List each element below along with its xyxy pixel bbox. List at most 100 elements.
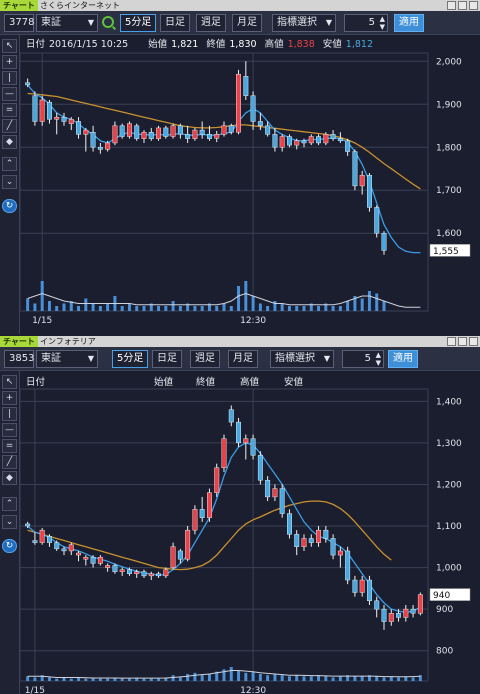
horizontal-line-icon[interactable]: —	[2, 423, 17, 437]
search-icon[interactable]	[102, 16, 114, 28]
volume-bar	[266, 306, 270, 311]
volume-bar	[353, 676, 357, 681]
tab-5min[interactable]: 5分足	[112, 350, 149, 368]
vertical-line-icon[interactable]: |	[2, 71, 17, 85]
volume-bar	[251, 671, 255, 681]
maximize-icon[interactable]	[458, 337, 467, 346]
zoom-in-icon[interactable]: ⌃	[2, 157, 17, 171]
zoom-out-icon[interactable]: ⌄	[2, 175, 17, 189]
info-open-value: 1,821	[171, 39, 198, 50]
candle-body	[381, 608, 387, 622]
close-icon[interactable]	[469, 1, 478, 10]
candle-body	[119, 569, 125, 572]
volume-bar	[215, 306, 219, 311]
info-high-value: 1,838	[288, 39, 315, 50]
cursor-icon[interactable]: ↖	[2, 375, 17, 389]
candle-body	[25, 82, 31, 86]
window-name: インフォテリア	[40, 337, 96, 346]
candle-body	[330, 134, 336, 139]
maximize-icon[interactable]	[458, 1, 467, 10]
cursor-icon[interactable]: ↖	[2, 39, 17, 53]
window-tag: チャート	[0, 336, 38, 347]
count-value: 5	[364, 353, 371, 364]
indicator-select[interactable]: 指標選択 ▼	[270, 350, 334, 368]
tab-monthly[interactable]: 月足	[232, 14, 262, 32]
last-price-box	[429, 244, 471, 257]
volume-bar	[178, 677, 182, 681]
volume-bar	[200, 675, 204, 681]
apply-button[interactable]: 適用	[394, 14, 424, 32]
candle-body	[294, 140, 300, 146]
volume-bar	[237, 670, 241, 681]
crosshair-icon[interactable]: +	[2, 391, 17, 405]
trend-line-icon[interactable]: ╱	[2, 119, 17, 133]
apply-button[interactable]: 適用	[388, 350, 418, 368]
minimize-icon[interactable]	[447, 1, 456, 10]
volume-bar	[33, 677, 37, 681]
volume-bar	[346, 301, 350, 311]
candle-body	[374, 600, 380, 610]
candle-body	[76, 552, 81, 556]
horizontal-line-icon[interactable]: =	[2, 439, 17, 453]
tab-monthly[interactable]: 月足	[228, 350, 258, 368]
candle-body	[177, 550, 183, 560]
candle-body	[148, 132, 154, 139]
volume-bar	[338, 676, 342, 681]
stock-code-input[interactable]: 3778	[4, 14, 34, 32]
refresh-icon[interactable]: ↻	[2, 199, 17, 213]
candle-body	[214, 467, 220, 493]
horizontal-line-icon[interactable]: =	[2, 103, 17, 117]
chevron-down-icon: ▼	[87, 18, 94, 27]
zoom-out-icon[interactable]: ⌄	[2, 515, 17, 529]
volume-bar	[69, 678, 73, 681]
volume-bar	[207, 303, 211, 311]
last-price-label: 1,555	[433, 247, 459, 257]
count-stepper[interactable]: 5 ▲ ▼	[344, 14, 388, 32]
volume-bar	[171, 301, 175, 311]
market-select[interactable]: 東証 ▼	[36, 350, 98, 368]
eraser-icon[interactable]: ◆	[2, 135, 17, 149]
candle-body	[381, 233, 387, 251]
info-date-label: 日付	[26, 377, 46, 388]
market-select[interactable]: 東証 ▼	[36, 14, 98, 32]
volume-bar	[120, 678, 124, 681]
candle-body	[352, 579, 358, 593]
close-icon[interactable]	[469, 337, 478, 346]
tab-weekly[interactable]: 週足	[190, 350, 220, 368]
chevron-down-icon: ▼	[325, 18, 332, 27]
candle-body	[25, 523, 31, 527]
volume-bar	[375, 293, 379, 311]
volume-bar	[186, 674, 190, 681]
trend-line-icon[interactable]: ╱	[2, 455, 17, 469]
candle-body	[359, 174, 365, 187]
tab-daily[interactable]: 日足	[160, 14, 190, 32]
vertical-line-icon[interactable]: |	[2, 407, 17, 421]
candle-body	[308, 538, 314, 543]
refresh-icon[interactable]: ↻	[2, 539, 17, 553]
horizontal-line-icon[interactable]: —	[2, 87, 17, 101]
tab-weekly[interactable]: 週足	[196, 14, 226, 32]
minimize-icon[interactable]	[447, 337, 456, 346]
price-chart[interactable]: 日付 始値 終値 高値 安値 800 900 1,000 1,100 1,200 1,300 1,40…	[20, 371, 480, 694]
tab-daily[interactable]: 日足	[152, 350, 182, 368]
candle-body	[367, 579, 372, 602]
candle-body	[47, 101, 52, 120]
eraser-icon[interactable]: ◆	[2, 471, 17, 485]
stock-code-input[interactable]: 3853	[4, 350, 34, 368]
candle-body	[134, 571, 140, 574]
volume-bar	[98, 678, 102, 681]
tab-5min[interactable]: 5分足	[120, 14, 157, 32]
info-close-label: 終値	[206, 38, 226, 50]
crosshair-icon[interactable]: +	[2, 55, 17, 69]
candle-body	[170, 125, 176, 137]
price-chart[interactable]: 日付 2016/1/15 10:25 始値 1,821 終値 1,830 高値 1,838 安値…	[20, 35, 480, 334]
candle-body	[192, 509, 198, 531]
candle-body	[250, 438, 256, 456]
volume-bar	[229, 667, 233, 681]
candle-body	[54, 116, 60, 120]
stepper-arrows-icon: ▲ ▼	[379, 15, 385, 31]
zoom-in-icon[interactable]: ⌃	[2, 497, 17, 511]
count-stepper[interactable]: 5 ▲ ▼	[342, 350, 384, 368]
indicator-select[interactable]: 指標選択 ▼	[272, 14, 336, 32]
candle-body	[97, 147, 103, 150]
